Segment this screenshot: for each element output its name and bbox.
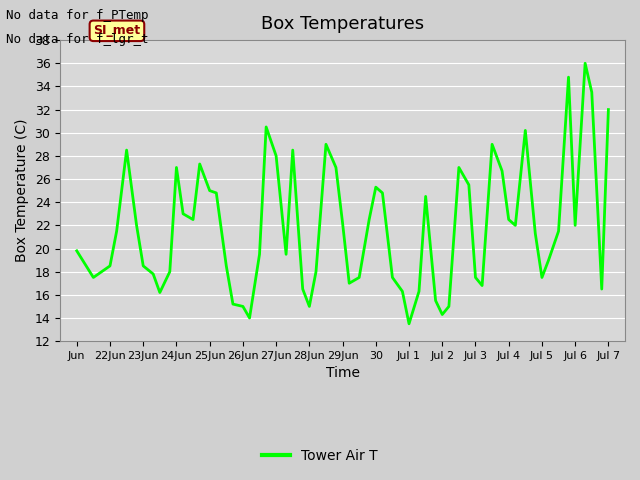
X-axis label: Time: Time <box>326 366 360 381</box>
Text: SI_met: SI_met <box>93 24 141 37</box>
Legend:  <box>337 398 348 409</box>
Y-axis label: Box Temperature (C): Box Temperature (C) <box>15 119 29 263</box>
Text: No data for f_lgr_t: No data for f_lgr_t <box>6 33 149 46</box>
Text: No data for f_PTemp: No data for f_PTemp <box>6 9 149 22</box>
Title: Box Temperatures: Box Temperatures <box>261 15 424 33</box>
Legend: Tower Air T: Tower Air T <box>257 443 383 468</box>
